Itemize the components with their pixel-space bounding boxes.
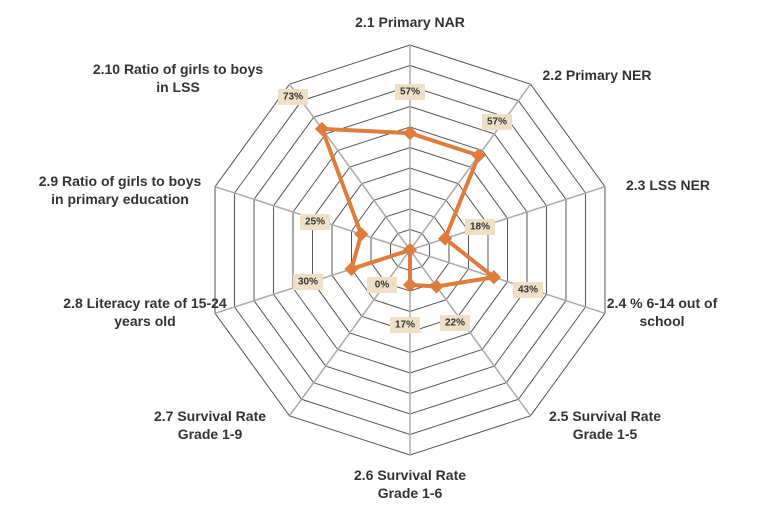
value-label: 73% bbox=[283, 92, 303, 103]
marker bbox=[471, 148, 486, 163]
marker bbox=[314, 121, 330, 137]
marker bbox=[486, 270, 501, 285]
marker bbox=[402, 126, 418, 141]
axis-label: 2.4 % 6-14 out of school bbox=[606, 295, 718, 329]
value-label-box bbox=[278, 89, 308, 105]
axis-label: 2.6 Survival Rate Grade 1-6 bbox=[353, 467, 467, 501]
value-label: 25% bbox=[305, 217, 325, 228]
marker bbox=[429, 279, 444, 294]
value-label-box bbox=[293, 274, 323, 290]
axis-label: 2.8 Literacy rate of 15-24 years old bbox=[63, 295, 227, 329]
marker bbox=[344, 261, 359, 277]
value-label: 22% bbox=[445, 318, 465, 329]
value-label: 57% bbox=[400, 87, 420, 98]
value-label-box bbox=[300, 214, 330, 230]
spoke bbox=[409, 249, 532, 417]
value-label-box bbox=[367, 277, 397, 293]
axis-label: 2.10 Ratio of girls to boys in LSS bbox=[92, 61, 264, 95]
value-label: 0% bbox=[375, 280, 390, 291]
value-label-box bbox=[482, 114, 512, 130]
spoke bbox=[288, 83, 411, 251]
value-label-box bbox=[395, 84, 425, 100]
axis-label: 2.1 Primary NAR bbox=[355, 14, 465, 30]
marker bbox=[438, 231, 453, 246]
marker bbox=[354, 227, 369, 242]
value-label: 18% bbox=[470, 222, 490, 233]
value-label-box bbox=[440, 315, 470, 331]
axis-label: 2.9 Ratio of girls to boys in primary ed… bbox=[38, 173, 202, 207]
value-label: 43% bbox=[518, 285, 538, 296]
value-label-box bbox=[390, 317, 420, 333]
marker bbox=[402, 277, 418, 292]
value-label-box bbox=[513, 282, 543, 298]
value-label-box bbox=[465, 219, 495, 235]
marker bbox=[402, 242, 418, 258]
value-label: 57% bbox=[487, 117, 507, 128]
value-label: 17% bbox=[395, 320, 415, 331]
axis-label: 2.7 Survival Rate Grade 1-9 bbox=[153, 408, 267, 442]
spoke bbox=[409, 83, 532, 251]
spoke bbox=[409, 249, 606, 315]
axis-label: 2.5 Survival Rate Grade 1-5 bbox=[548, 408, 662, 442]
axis-label: 2.2 Primary NER bbox=[542, 67, 652, 83]
axis-label: 2.3 LSS NER bbox=[625, 177, 711, 193]
value-label: 30% bbox=[298, 277, 318, 288]
